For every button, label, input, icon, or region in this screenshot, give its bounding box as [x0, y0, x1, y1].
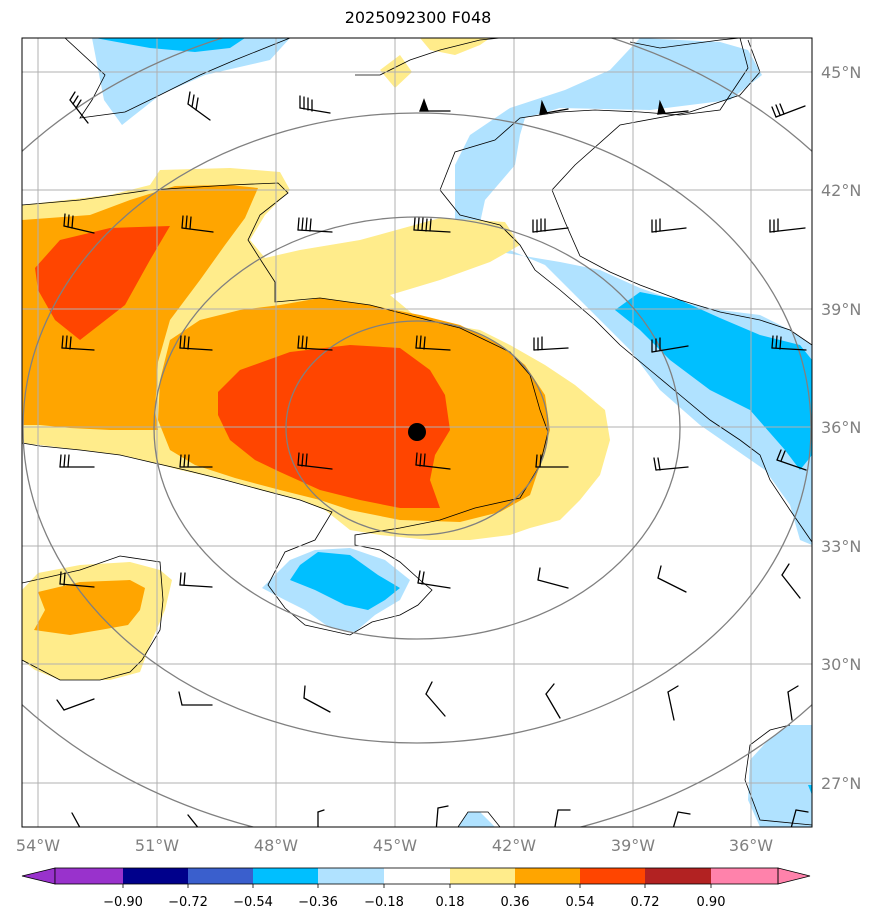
colorbar-swatch — [450, 868, 515, 884]
wind-barb — [535, 454, 569, 468]
wind-barb — [415, 335, 451, 351]
wind-barb — [672, 811, 691, 827]
lon-label: 36°W — [729, 836, 773, 855]
wind-barb — [539, 99, 569, 115]
wind-barb — [554, 809, 571, 827]
colorbar-tick-label: 0.90 — [697, 895, 726, 910]
wind-barb — [787, 685, 799, 721]
wind-barb — [425, 681, 446, 717]
lat-label: 39°N — [821, 300, 861, 319]
wind-barb — [317, 809, 325, 827]
lat-label: 45°N — [821, 63, 861, 82]
wind-barb — [771, 335, 807, 351]
wind-barb — [303, 685, 331, 713]
colorbar-extend-high — [777, 867, 811, 885]
lon-label: 54°W — [16, 836, 60, 855]
wind-barb — [59, 571, 95, 588]
wind-barb — [537, 567, 569, 589]
wind-barb — [653, 457, 689, 471]
wind-barb — [71, 812, 81, 827]
wind-barb — [781, 563, 801, 599]
lon-label: 45°W — [373, 836, 417, 855]
wind-barb — [187, 91, 211, 121]
wind-barb — [651, 218, 687, 233]
colorbar-swatch — [580, 868, 645, 884]
colorbar-tick-label: 0.36 — [501, 895, 530, 910]
wind-barb — [297, 335, 333, 351]
wind-barb — [417, 570, 451, 589]
colorbar-tick-label: 0.72 — [631, 895, 660, 910]
lat-label: 42°N — [821, 181, 861, 200]
colorbar-tick-label: −0.72 — [168, 895, 208, 910]
map-panel — [22, 38, 812, 827]
wind-barb — [533, 336, 569, 351]
wind-barb — [178, 691, 213, 706]
colorbar-swatch — [384, 868, 450, 884]
colorbar-swatch — [318, 868, 384, 884]
wind-barb — [179, 454, 213, 468]
colorbar-tick-label: −0.18 — [364, 895, 404, 910]
shading-sky-blue — [95, 38, 812, 795]
wind-barb — [415, 452, 451, 470]
wind-barb — [61, 335, 95, 351]
wind-barb — [413, 217, 451, 233]
lat-tick-labels: 45°N 42°N 39°N 36°N 33°N 30°N 27°N — [821, 63, 861, 793]
colorbar-swatch — [123, 868, 188, 884]
wind-barb — [532, 218, 569, 233]
wind-barb — [299, 95, 331, 114]
storm-center-marker — [408, 423, 426, 441]
colorbar-tick-label: 0.54 — [566, 895, 595, 910]
colorbar-tick-label: −0.90 — [103, 895, 143, 910]
map-frame — [21, 37, 813, 828]
lat-label: 30°N — [821, 655, 861, 674]
wind-barb — [790, 809, 809, 827]
wind-barbs — [56, 91, 809, 827]
colorbar-tick-label: −0.54 — [233, 895, 273, 910]
wind-barb — [771, 103, 806, 118]
wind-barb — [59, 454, 95, 468]
wind-barb — [63, 213, 95, 234]
wind-barb — [435, 805, 449, 827]
colorbar-tick-label: 0.18 — [436, 895, 465, 910]
colorbar: −0.90 −0.72 −0.54 −0.36 −0.18 0.18 0.36 … — [21, 867, 811, 910]
wind-barb — [419, 98, 451, 112]
colorbar-swatch — [55, 868, 123, 884]
lat-label: 36°N — [821, 418, 861, 437]
wind-barb — [657, 565, 687, 593]
wind-barb — [179, 335, 213, 351]
colorbar-swatch — [188, 868, 253, 884]
range-rings — [22, 38, 812, 827]
wind-barb — [187, 814, 199, 827]
map-title: 2025092300 F048 — [344, 8, 492, 27]
lat-label: 33°N — [821, 537, 861, 556]
lon-label: 48°W — [254, 836, 298, 855]
wind-barb — [651, 337, 689, 353]
wind-barb — [776, 449, 807, 471]
lat-label: 27°N — [821, 774, 861, 793]
wind-barb — [657, 99, 689, 115]
colorbar-tick-label: −0.36 — [298, 895, 338, 910]
wind-barb — [181, 215, 214, 233]
wind-barb — [297, 217, 333, 233]
lon-label: 39°W — [611, 836, 655, 855]
colorbar-swatch — [253, 868, 318, 884]
wind-barb — [667, 685, 679, 721]
wind-barb — [297, 452, 333, 470]
lon-label: 42°W — [492, 836, 536, 855]
wind-barb — [56, 698, 95, 711]
colorbar-extend-low — [21, 867, 56, 885]
lon-tick-labels: 54°W 51°W 48°W 45°W 42°W 39°W 36°W — [16, 836, 773, 855]
colorbar-swatch — [711, 868, 778, 884]
wind-barb — [179, 572, 213, 588]
lon-label: 51°W — [135, 836, 179, 855]
colorbar-swatch — [645, 868, 711, 884]
wind-barb — [69, 91, 89, 124]
wind-barb — [545, 683, 561, 719]
colorbar-swatch — [515, 868, 580, 884]
wind-barb — [769, 218, 806, 233]
